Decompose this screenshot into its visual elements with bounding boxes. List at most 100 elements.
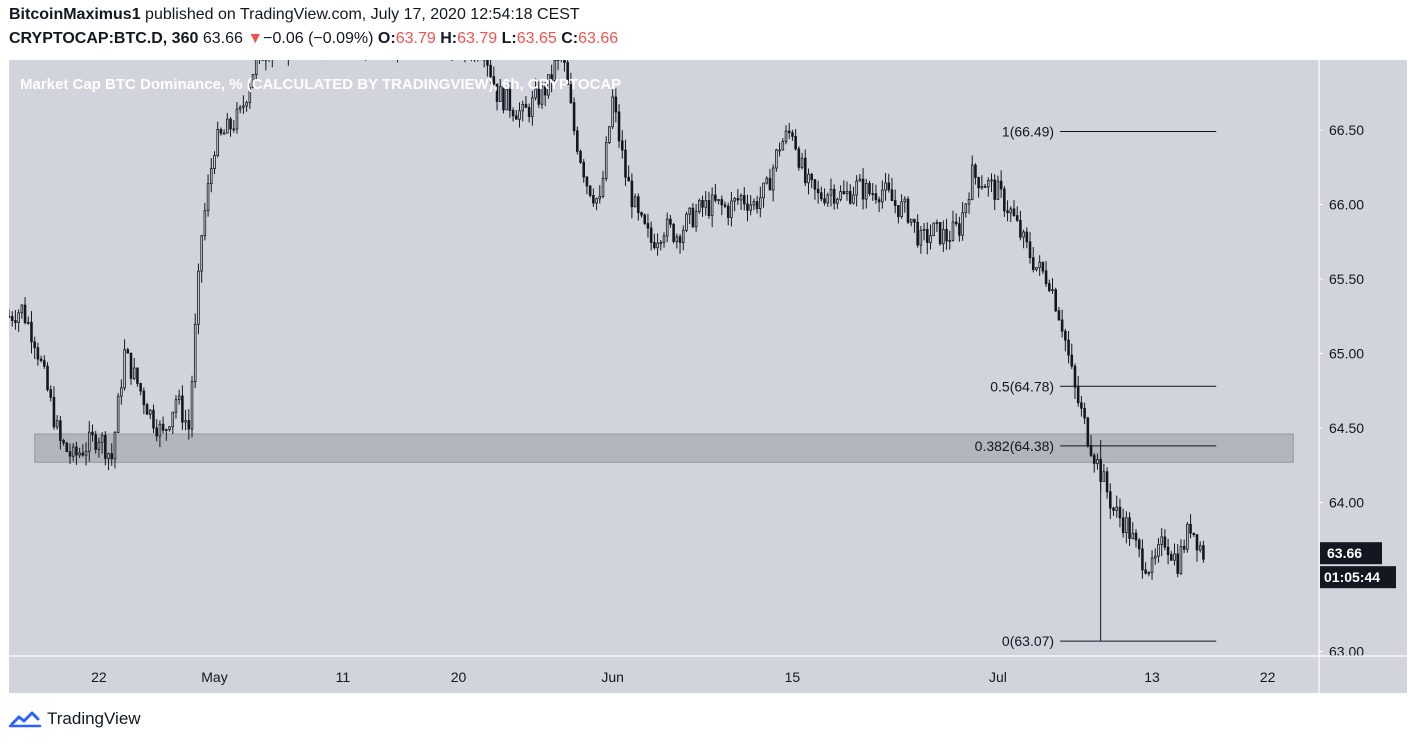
candle[interactable] [435, 34, 437, 42]
candle[interactable] [980, 175, 984, 190]
candle[interactable] [563, 37, 566, 72]
candle[interactable] [659, 240, 663, 251]
candle[interactable] [714, 183, 717, 203]
candle[interactable] [187, 409, 191, 440]
candle[interactable] [406, 45, 408, 51]
candle[interactable] [595, 197, 598, 211]
candle[interactable] [746, 194, 749, 222]
candle[interactable] [691, 203, 695, 229]
candle[interactable] [1003, 186, 1006, 217]
fib-level[interactable]: 1(66.49) [1002, 124, 1217, 140]
candle[interactable] [364, 25, 367, 61]
candle[interactable] [669, 214, 672, 228]
candle[interactable] [608, 125, 611, 145]
candle[interactable] [935, 219, 939, 233]
candle[interactable] [377, 32, 379, 46]
candle[interactable] [755, 195, 759, 214]
candle[interactable] [193, 313, 197, 389]
candle[interactable] [553, 58, 557, 85]
candle[interactable] [617, 104, 621, 148]
candle[interactable] [1118, 498, 1122, 528]
candle[interactable] [71, 443, 75, 462]
candle[interactable] [10, 311, 14, 327]
candle[interactable] [1054, 287, 1057, 313]
candle[interactable] [368, 37, 370, 59]
candle[interactable] [123, 339, 126, 391]
candle[interactable] [961, 202, 964, 241]
candle[interactable] [1083, 402, 1086, 425]
candle[interactable] [890, 177, 894, 201]
candle[interactable] [996, 175, 1000, 200]
candle[interactable] [1153, 548, 1157, 565]
candle[interactable] [426, 32, 428, 48]
candle[interactable] [313, 29, 315, 56]
candle[interactable] [20, 304, 24, 319]
candle[interactable] [451, 35, 453, 61]
candle[interactable] [964, 203, 968, 218]
candle[interactable] [855, 175, 858, 207]
candle[interactable] [152, 404, 155, 433]
candle[interactable] [803, 149, 807, 187]
candle[interactable] [454, 31, 456, 57]
candle[interactable] [235, 101, 239, 134]
candle[interactable] [242, 95, 245, 115]
candle[interactable] [400, 36, 402, 52]
candle[interactable] [543, 81, 547, 107]
candle[interactable] [1141, 539, 1144, 579]
candle[interactable] [537, 81, 541, 108]
candle[interactable] [184, 409, 187, 431]
candle[interactable] [624, 139, 627, 186]
candle[interactable] [1131, 522, 1135, 540]
candle[interactable] [508, 82, 512, 118]
candle[interactable] [91, 424, 94, 442]
candle[interactable] [1073, 363, 1077, 399]
candle[interactable] [531, 90, 534, 126]
candle[interactable] [36, 342, 40, 366]
candle[interactable] [342, 36, 344, 47]
candle[interactable] [97, 437, 101, 458]
candle[interactable] [839, 185, 842, 202]
candle[interactable] [550, 64, 553, 93]
candle[interactable] [281, 25, 283, 42]
candle[interactable] [656, 233, 659, 256]
candle[interactable] [268, 51, 270, 63]
candle[interactable] [852, 186, 855, 205]
candle[interactable] [742, 187, 746, 211]
candle[interactable] [717, 199, 720, 205]
candle[interactable] [78, 447, 81, 459]
candle[interactable] [329, 27, 331, 35]
candle[interactable] [142, 387, 146, 415]
candle[interactable] [470, 39, 472, 62]
candle[interactable] [1182, 539, 1186, 554]
candle[interactable] [1086, 416, 1090, 448]
candle[interactable] [932, 222, 935, 237]
candle[interactable] [820, 186, 823, 202]
candle[interactable] [348, 36, 350, 52]
candle[interactable] [919, 225, 923, 254]
candle[interactable] [161, 416, 165, 434]
candle[interactable] [26, 316, 30, 325]
candle[interactable] [672, 222, 675, 244]
candle[interactable] [278, 25, 280, 51]
candle[interactable] [480, 51, 482, 61]
candle[interactable] [271, 48, 273, 68]
candle[interactable] [913, 218, 916, 233]
candle[interactable] [505, 88, 508, 111]
candle[interactable] [864, 178, 868, 209]
candle[interactable] [319, 34, 322, 61]
candle[interactable] [403, 47, 405, 54]
candle[interactable] [46, 362, 49, 392]
candle[interactable] [390, 35, 392, 51]
candle[interactable] [906, 196, 910, 225]
candle[interactable] [877, 196, 881, 213]
candle[interactable] [492, 66, 496, 86]
candle[interactable] [948, 230, 952, 250]
candle[interactable] [23, 297, 27, 325]
candle[interactable] [823, 188, 826, 206]
candle[interactable] [572, 97, 576, 136]
candle[interactable] [1060, 309, 1064, 338]
candle[interactable] [730, 191, 733, 227]
fib-level[interactable]: 0.382(64.38) [975, 438, 1217, 454]
candle[interactable] [1163, 529, 1167, 551]
candle[interactable] [261, 45, 264, 61]
